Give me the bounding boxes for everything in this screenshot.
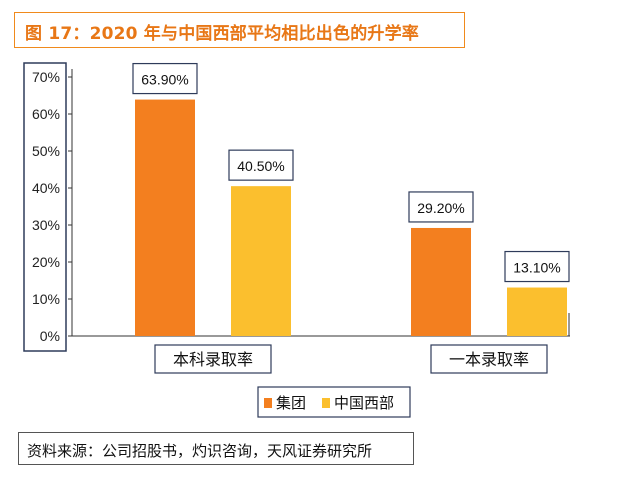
- category-label-box: [154, 344, 272, 374]
- data-label: 29.20%: [417, 200, 464, 216]
- y-tick-label: 40%: [32, 180, 60, 196]
- y-tick-label: 30%: [32, 217, 60, 233]
- legend-swatch: [322, 398, 330, 408]
- bar-west-1: [507, 287, 567, 336]
- legend-label: 中国西部: [334, 394, 394, 412]
- y-axis-box: [23, 62, 67, 352]
- bar-group-0: [135, 99, 195, 336]
- y-tick-label: 60%: [32, 106, 60, 122]
- source-box: 资料来源：公司招股书，灼识咨询，天风证券研究所: [18, 432, 414, 465]
- category-label: 本科录取率: [173, 350, 253, 369]
- legend-swatch: [264, 398, 272, 408]
- chart-title-box: 图 17：2020 年与中国西部平均相比出色的升学率: [14, 12, 465, 48]
- chart-title: 图 17：2020 年与中国西部平均相比出色的升学率: [25, 24, 420, 44]
- bar-group-1: [411, 227, 471, 336]
- source-note: 资料来源：公司招股书，灼识咨询，天风证券研究所: [27, 442, 373, 460]
- legend-label: 集团: [276, 394, 306, 412]
- category-label: 一本录取率: [449, 350, 529, 369]
- y-tick-label: 20%: [32, 254, 60, 270]
- data-label-box: [228, 149, 294, 181]
- category-label-box: [430, 344, 548, 374]
- bar-west-0: [231, 186, 291, 336]
- legend-box: [257, 386, 411, 418]
- y-tick-label: 0%: [40, 328, 60, 344]
- data-label: 63.90%: [141, 72, 188, 88]
- data-label-box: [132, 62, 198, 95]
- y-tick-label: 10%: [32, 291, 60, 307]
- y-tick-label: 70%: [32, 69, 60, 85]
- bar-chart: 0% 10% 20% 30% 40% 50% 60% 70% 63.90% 40.50% 29.20…: [23, 62, 570, 418]
- data-label-box: [504, 250, 570, 283]
- data-label: 13.10%: [513, 260, 560, 276]
- data-label: 40.50%: [237, 158, 284, 174]
- y-tick-label: 50%: [32, 143, 60, 159]
- data-label-box: [408, 191, 474, 223]
